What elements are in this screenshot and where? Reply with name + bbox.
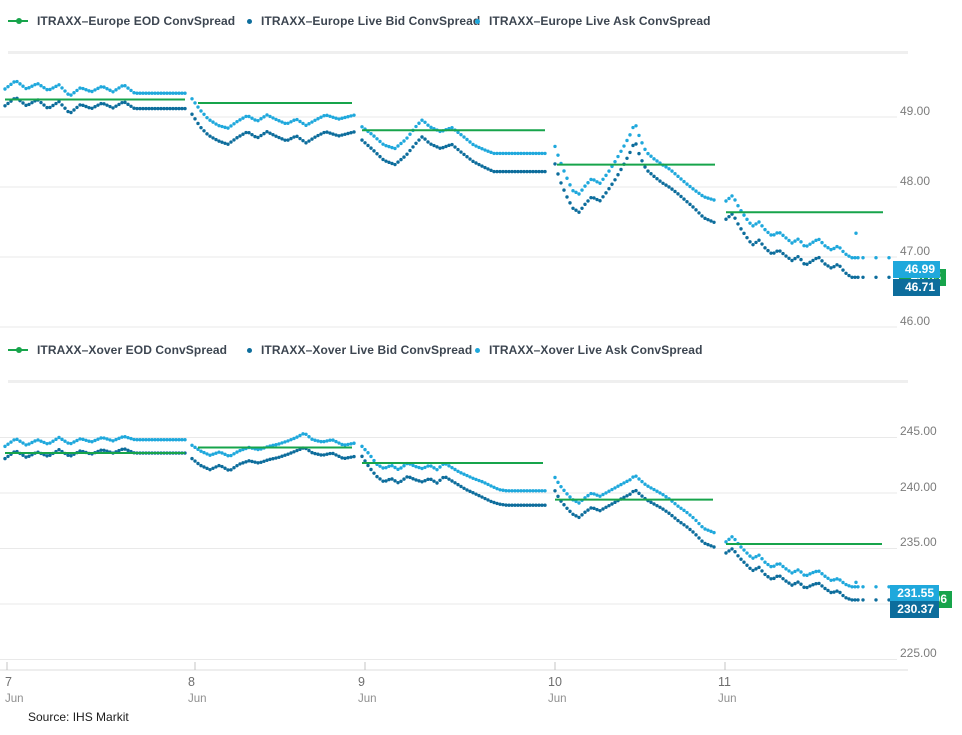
legend-separator: [8, 51, 908, 54]
y-tick-label: 240.00: [900, 480, 937, 494]
legend-item-europe-ask[interactable]: ITRAXX–Europe Live Ask ConvSpread: [475, 11, 711, 31]
x-tick-label: 8 Jun: [188, 675, 207, 705]
legend-xover: ITRAXX–Xover EOD ConvSpread ITRAXX–Xover…: [0, 340, 962, 360]
bid-dot-legend-icon: [247, 18, 252, 24]
x-tick-label: 10 Jun: [548, 675, 567, 705]
legend-label: ITRAXX–Europe Live Bid ConvSpread: [261, 14, 481, 28]
y-tick-label: 235.00: [900, 535, 937, 549]
x-tick-label: 7 Jun: [5, 675, 24, 705]
legend-label: ITRAXX–Xover EOD ConvSpread: [37, 343, 228, 357]
legend-label: ITRAXX–Europe Live Ask ConvSpread: [489, 14, 711, 28]
legend-separator: [8, 380, 908, 383]
legend-item-xover-ask[interactable]: ITRAXX–Xover Live Ask ConvSpread: [475, 340, 703, 360]
y-tick-label: 46.00: [900, 314, 931, 328]
x-tick-label: 9 Jun: [358, 675, 377, 705]
y-tick-label: 245.00: [900, 424, 937, 438]
source-attribution: Source: IHS Markit: [28, 710, 129, 724]
y-tick-label: 225.00: [900, 646, 937, 660]
bid-price-tag: 230.37: [890, 601, 939, 618]
legend-item-europe-bid[interactable]: ITRAXX–Europe Live Bid ConvSpread: [247, 11, 480, 31]
y-tick-label: 48.00: [900, 174, 931, 188]
y-tick-label: 49.00: [900, 104, 931, 118]
legend-europe: ITRAXX–Europe EOD ConvSpread ITRAXX–Euro…: [0, 11, 962, 31]
x-tick-label: 11 Jun: [718, 675, 737, 705]
legend-label: ITRAXX–Xover Live Ask ConvSpread: [489, 343, 703, 357]
eod-line-legend-icon: [8, 347, 28, 353]
legend-item-europe-eod[interactable]: ITRAXX–Europe EOD ConvSpread: [8, 11, 235, 31]
bid-dot-legend-icon: [247, 347, 252, 353]
ask-dot-legend-icon: [475, 18, 480, 24]
bid-price-tag: 46.71: [893, 279, 940, 296]
ask-price-tag: 231.55: [890, 585, 939, 602]
ask-price-tag: 46.99: [893, 261, 940, 278]
legend-item-xover-bid[interactable]: ITRAXX–Xover Live Bid ConvSpread: [247, 340, 472, 360]
legend-item-xover-eod[interactable]: ITRAXX–Xover EOD ConvSpread: [8, 340, 227, 360]
eod-line-legend-icon: [8, 18, 28, 24]
legend-label: ITRAXX–Xover Live Bid ConvSpread: [261, 343, 473, 357]
ask-dot-legend-icon: [475, 347, 480, 353]
legend-label: ITRAXX–Europe EOD ConvSpread: [37, 14, 236, 28]
y-tick-label: 47.00: [900, 244, 931, 258]
